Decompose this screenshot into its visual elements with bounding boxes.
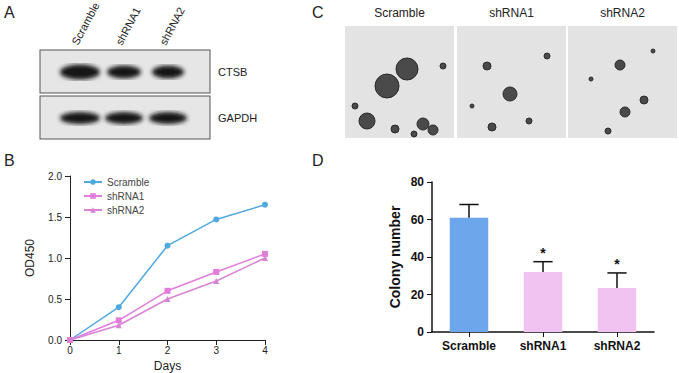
svg-text:A: A	[4, 4, 15, 21]
svg-text:shRNA2: shRNA2	[594, 339, 641, 353]
svg-text:shRNA2: shRNA2	[107, 205, 145, 216]
svg-text:Scramble: Scramble	[442, 339, 496, 353]
svg-text:shRNA1: shRNA1	[489, 6, 534, 20]
svg-text:C: C	[312, 4, 324, 21]
svg-text:60: 60	[411, 213, 425, 227]
svg-text:shRNA1: shRNA1	[107, 191, 145, 202]
svg-text:1.5: 1.5	[48, 212, 62, 223]
svg-text:shRNA2: shRNA2	[600, 6, 645, 20]
svg-text:0.5: 0.5	[48, 294, 62, 305]
svg-text:shRNA1: shRNA1	[520, 339, 567, 353]
svg-text:1: 1	[116, 345, 122, 356]
svg-text:2: 2	[165, 345, 171, 356]
svg-text:*: *	[614, 256, 620, 272]
svg-text:1.0: 1.0	[48, 253, 62, 264]
svg-text:80: 80	[411, 175, 425, 189]
svg-text:shRNA1: shRNA1	[113, 5, 143, 47]
svg-text:CTSB: CTSB	[218, 66, 247, 78]
svg-text:Scramble: Scramble	[374, 6, 425, 20]
svg-text:20: 20	[411, 288, 425, 302]
svg-text:D: D	[312, 152, 324, 169]
svg-text:3: 3	[213, 345, 219, 356]
svg-text:B: B	[4, 152, 15, 169]
svg-text:0: 0	[67, 345, 73, 356]
svg-text:OD450: OD450	[23, 239, 37, 277]
svg-text:2.0: 2.0	[48, 171, 62, 182]
svg-text:*: *	[540, 245, 546, 261]
svg-text:Days: Days	[154, 359, 181, 373]
svg-text:Scramble: Scramble	[107, 177, 150, 188]
svg-text:4: 4	[262, 345, 268, 356]
svg-text:0.0: 0.0	[48, 335, 62, 346]
svg-text:Scramble: Scramble	[69, 0, 101, 47]
svg-text:GAPDH: GAPDH	[218, 112, 257, 124]
svg-text:Colony number: Colony number	[387, 205, 403, 308]
svg-text:shRNA2: shRNA2	[157, 5, 187, 47]
svg-text:0: 0	[417, 325, 424, 339]
svg-text:40: 40	[411, 250, 425, 264]
